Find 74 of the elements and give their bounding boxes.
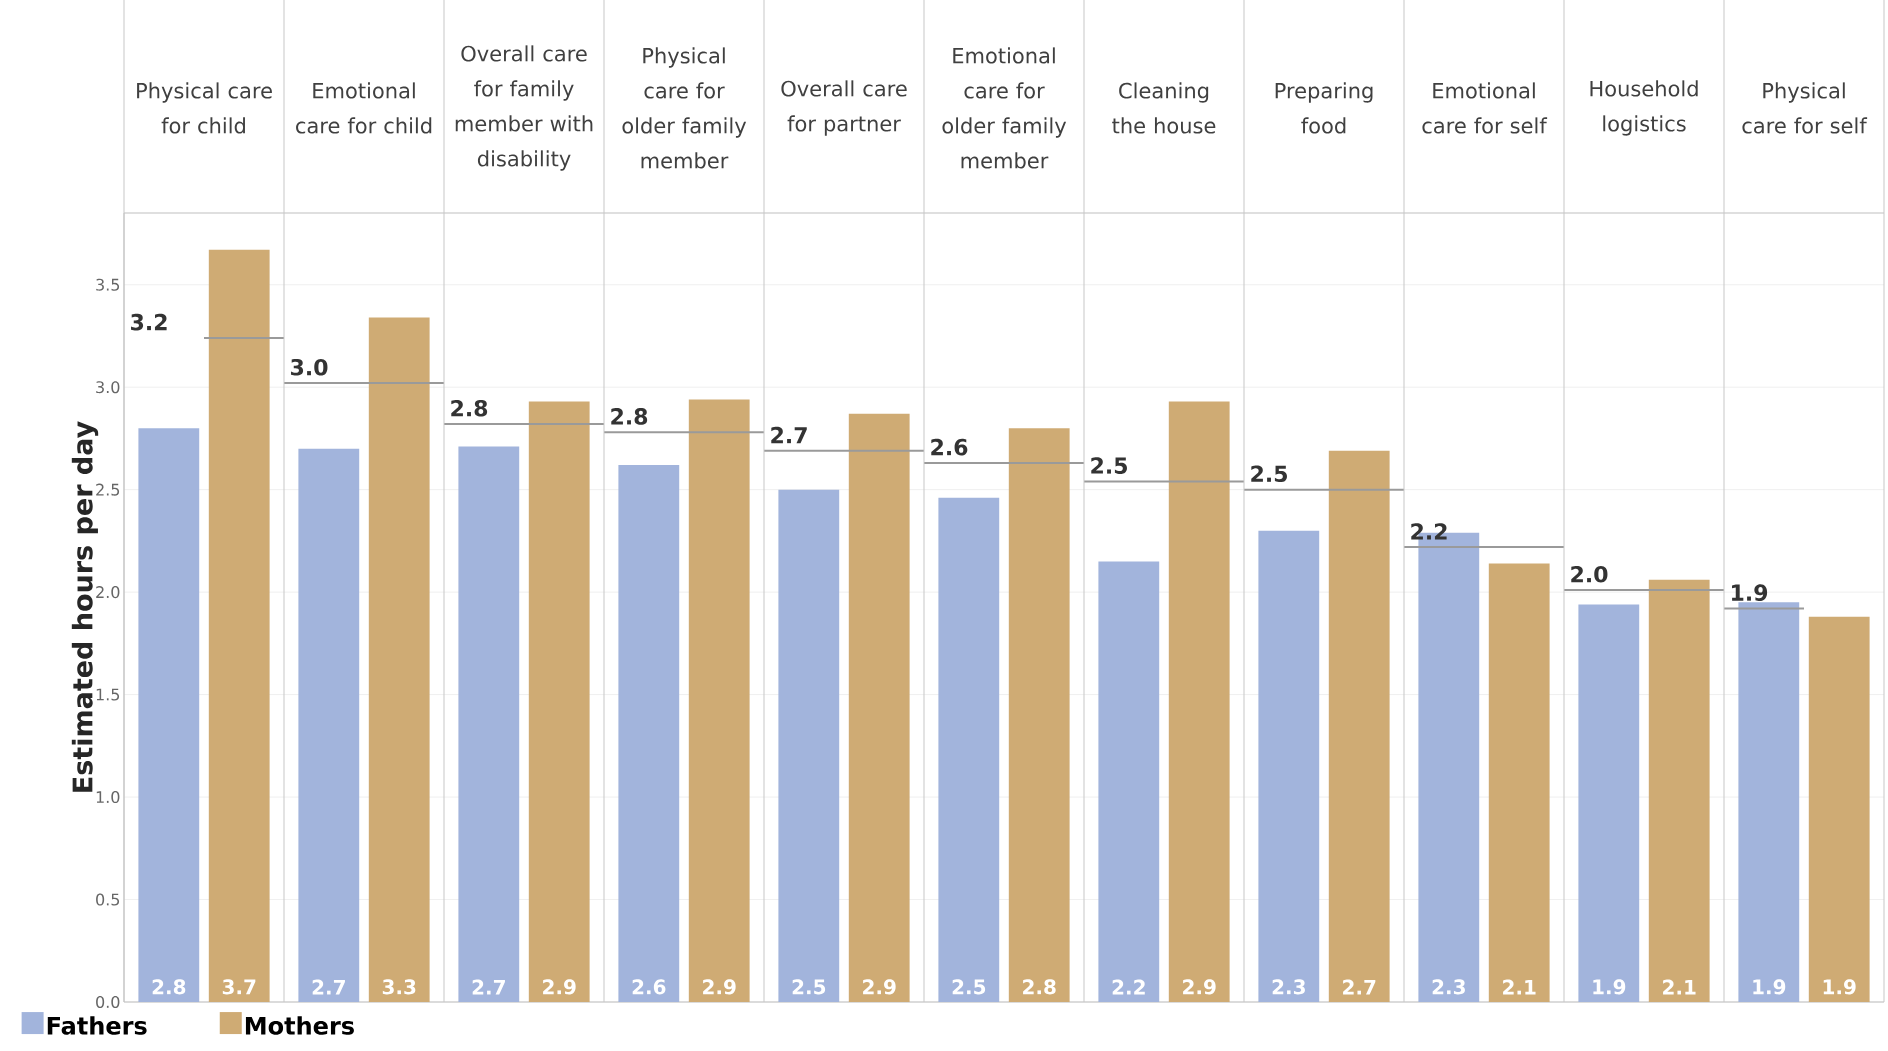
data-label: 2.3 bbox=[1272, 979, 1305, 995]
y-tick-label: 0.5 bbox=[96, 893, 120, 906]
data-label: 3.2 bbox=[131, 313, 167, 331]
bar bbox=[1488, 563, 1550, 1002]
data-label: 3.3 bbox=[382, 979, 416, 995]
x-tick-label: Emotional care for older family member bbox=[942, 47, 1067, 169]
bar bbox=[208, 249, 270, 1002]
bar bbox=[1008, 428, 1070, 1002]
data-label: 2.7 bbox=[312, 979, 345, 995]
data-label: 2.9 bbox=[1183, 979, 1216, 995]
data-label: 2.5 bbox=[1091, 457, 1127, 474]
data-label: 2.9 bbox=[863, 979, 896, 995]
data-label: 3.0 bbox=[291, 358, 328, 376]
data-label: 2.7 bbox=[771, 426, 807, 444]
data-label: 1.9 bbox=[1593, 979, 1626, 995]
bar bbox=[1648, 579, 1710, 1002]
bar bbox=[298, 448, 360, 1002]
y-tick-label: 1.5 bbox=[96, 688, 120, 701]
data-label: 2.2 bbox=[1411, 523, 1447, 540]
bar bbox=[848, 413, 910, 1002]
y-tick-label: 3.5 bbox=[96, 278, 120, 291]
x-tick-label: Physical care for child bbox=[137, 82, 272, 134]
bar bbox=[1328, 450, 1390, 1002]
data-label: 1.9 bbox=[1823, 979, 1856, 995]
data-label: 2.3 bbox=[1432, 979, 1465, 995]
bar bbox=[1808, 616, 1870, 1002]
bar bbox=[528, 401, 590, 1002]
data-label: 2.8 bbox=[451, 399, 488, 417]
data-label: 2.2 bbox=[1112, 979, 1145, 995]
x-tick-label: Household logistics bbox=[1590, 80, 1698, 136]
bar bbox=[1098, 561, 1160, 1002]
data-label: 1.9 bbox=[1732, 584, 1768, 601]
x-tick-label: Physical care for self bbox=[1742, 82, 1868, 134]
y-tick-label: 2.5 bbox=[96, 483, 120, 496]
x-tick-label: Overall care for partner bbox=[781, 80, 907, 136]
data-label: 1.9 bbox=[1753, 979, 1786, 995]
data-label: 2.8 bbox=[611, 408, 648, 425]
bar bbox=[458, 446, 520, 1002]
bar bbox=[778, 489, 840, 1002]
data-label: 2.8 bbox=[152, 979, 186, 995]
x-tick-label: Cleaning the house bbox=[1112, 82, 1216, 134]
x-tick-label: Overall care for family member with disability bbox=[455, 45, 593, 171]
y-tick-label: 0.0 bbox=[96, 995, 120, 1009]
legend-label: Fathers bbox=[47, 1016, 147, 1035]
x-tick-label: Preparing food bbox=[1275, 82, 1373, 134]
data-label: 2.5 bbox=[1251, 465, 1287, 483]
data-label: 2.0 bbox=[1571, 565, 1608, 583]
data-label: 2.1 bbox=[1663, 979, 1696, 995]
y-tick-label: 1.0 bbox=[96, 791, 120, 804]
bar bbox=[938, 497, 1000, 1002]
data-label: 2.9 bbox=[543, 979, 576, 995]
data-label: 2.6 bbox=[931, 438, 968, 456]
y-tick-label: 3.0 bbox=[96, 381, 120, 394]
bar bbox=[138, 428, 200, 1002]
data-label: 2.1 bbox=[1503, 979, 1536, 995]
bar bbox=[1168, 401, 1230, 1002]
legend-label: Mothers bbox=[245, 1016, 354, 1035]
bar bbox=[618, 465, 680, 1002]
bar bbox=[688, 399, 750, 1002]
data-label: 2.5 bbox=[792, 979, 826, 995]
data-label: 3.7 bbox=[222, 979, 256, 995]
data-label: 2.7 bbox=[1343, 979, 1376, 995]
data-label: 2.7 bbox=[472, 979, 505, 995]
x-tick-label: Physical care for older family member bbox=[622, 47, 747, 169]
x-tick-label: Emotional care for self bbox=[1422, 82, 1548, 134]
data-label: 2.5 bbox=[952, 979, 986, 995]
data-label: 2.6 bbox=[632, 979, 666, 995]
x-tick-label: Emotional care for child bbox=[296, 82, 432, 134]
bar bbox=[368, 317, 430, 1002]
bar bbox=[1738, 602, 1800, 1002]
bar bbox=[1258, 530, 1320, 1002]
data-label: 2.8 bbox=[1023, 979, 1056, 995]
data-label: 2.9 bbox=[703, 979, 736, 995]
bar bbox=[1578, 604, 1640, 1002]
